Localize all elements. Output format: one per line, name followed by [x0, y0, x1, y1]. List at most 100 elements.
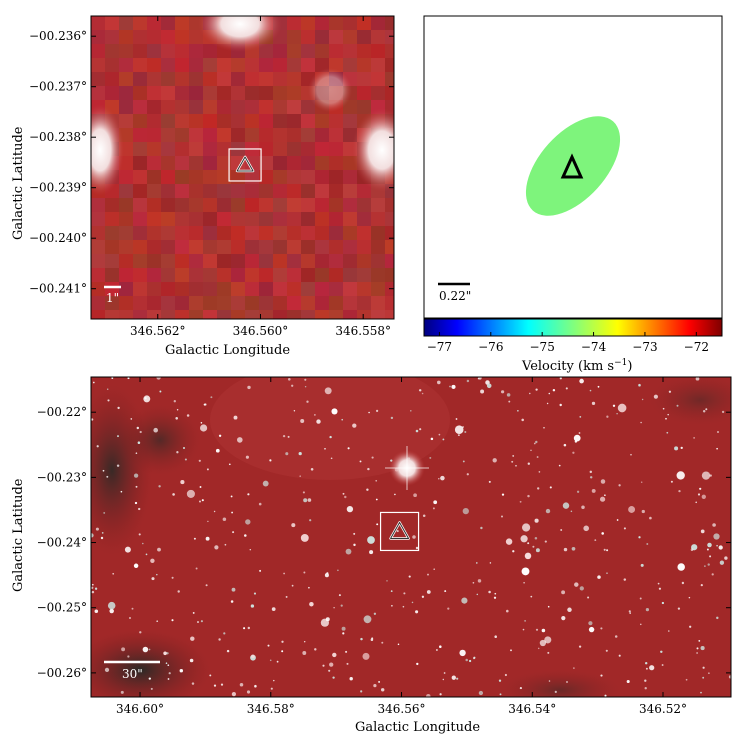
- star: [138, 507, 141, 511]
- star: [506, 393, 511, 397]
- star: [224, 543, 227, 546]
- mosaic-pixel: [287, 282, 301, 296]
- star: [719, 560, 725, 565]
- star: [91, 418, 94, 421]
- star: [501, 493, 505, 496]
- mosaic-pixel: [315, 226, 329, 240]
- mosaic-pixel: [189, 240, 203, 254]
- mosaic-pixel: [161, 296, 175, 310]
- star: [328, 669, 331, 672]
- star: [702, 409, 706, 413]
- star: [413, 493, 417, 498]
- mosaic-pixel: [385, 310, 394, 319]
- star: [532, 545, 535, 548]
- bottom-panel: 346.60° 346.58° 346.56° 346.54° 346.52° −00.2…: [11, 376, 732, 735]
- star: [352, 423, 357, 428]
- mosaic-pixel: [343, 212, 357, 226]
- star: [329, 662, 334, 667]
- mosaic-pixel: [161, 128, 175, 142]
- star: [222, 517, 227, 521]
- mosaic-pixel: [245, 184, 259, 198]
- mosaic-pixel: [329, 170, 343, 184]
- star: [402, 605, 405, 608]
- mosaic-pixel: [161, 226, 175, 240]
- mosaic-pixel: [147, 240, 161, 254]
- star: [197, 621, 199, 623]
- star: [658, 587, 662, 590]
- star: [538, 471, 541, 473]
- mosaic-pixel: [189, 100, 203, 114]
- star: [167, 678, 170, 680]
- mosaic-pixel: [287, 114, 301, 128]
- mosaic-pixel: [259, 282, 273, 296]
- star: [473, 657, 475, 660]
- mosaic-pixel: [231, 114, 245, 128]
- star: [367, 536, 375, 544]
- mosaic-pixel: [385, 212, 394, 226]
- star: [618, 654, 621, 657]
- star: [462, 507, 469, 515]
- mosaic-pixel: [231, 282, 245, 296]
- mosaic-pixel: [287, 226, 301, 240]
- mosaic-pixel: [189, 72, 203, 86]
- star: [303, 640, 306, 643]
- mosaic-pixel: [91, 44, 105, 58]
- star: [657, 582, 660, 585]
- mosaic-pixel: [329, 212, 343, 226]
- x-tick-label: 346.558°: [335, 324, 391, 338]
- mosaic-pixel: [259, 254, 273, 268]
- star: [390, 416, 394, 420]
- star: [588, 621, 593, 626]
- star: [676, 471, 685, 480]
- mosaic-pixel: [259, 268, 273, 282]
- star: [410, 410, 412, 412]
- mosaic-pixel: [91, 268, 105, 282]
- mosaic-pixel: [161, 268, 175, 282]
- star: [545, 508, 551, 514]
- star: [94, 587, 98, 590]
- mosaic-pixel: [217, 226, 231, 240]
- star: [254, 684, 257, 688]
- mosaic-pixel: [119, 254, 133, 268]
- mosaic-pixel: [301, 128, 315, 142]
- star: [641, 398, 644, 401]
- star: [629, 612, 631, 614]
- star: [623, 578, 627, 581]
- star: [121, 647, 126, 652]
- star: [512, 550, 515, 553]
- top-left-marker-box: [228, 148, 262, 182]
- star: [510, 649, 512, 652]
- star: [600, 674, 603, 677]
- star: [175, 417, 178, 420]
- mosaic-pixel: [231, 268, 245, 282]
- mosaic-pixel: [329, 30, 343, 44]
- mosaic-pixel: [329, 156, 343, 170]
- star: [138, 533, 141, 536]
- mosaic-pixel: [161, 212, 175, 226]
- mosaic-pixel: [245, 128, 259, 142]
- star: [640, 563, 644, 567]
- mosaic-pixel: [189, 198, 203, 212]
- star: [681, 581, 685, 585]
- star: [472, 581, 475, 584]
- star: [370, 638, 374, 641]
- mosaic-pixel: [371, 268, 385, 282]
- mosaic-pixel: [273, 254, 287, 268]
- y-tick-label: −00.237°: [29, 80, 87, 94]
- star: [561, 616, 566, 621]
- star: [535, 388, 538, 391]
- mosaic-pixel: [273, 198, 287, 212]
- mosaic-pixel: [385, 254, 394, 268]
- star: [536, 456, 539, 458]
- star: [156, 573, 158, 576]
- star: [332, 676, 335, 679]
- mosaic-pixel: [287, 58, 301, 72]
- star: [380, 688, 385, 692]
- star: [341, 626, 346, 631]
- star: [251, 654, 255, 659]
- star: [457, 434, 460, 437]
- mosaic-pixel: [343, 240, 357, 254]
- star: [95, 527, 99, 531]
- mosaic-pixel: [357, 212, 371, 226]
- star: [179, 668, 184, 673]
